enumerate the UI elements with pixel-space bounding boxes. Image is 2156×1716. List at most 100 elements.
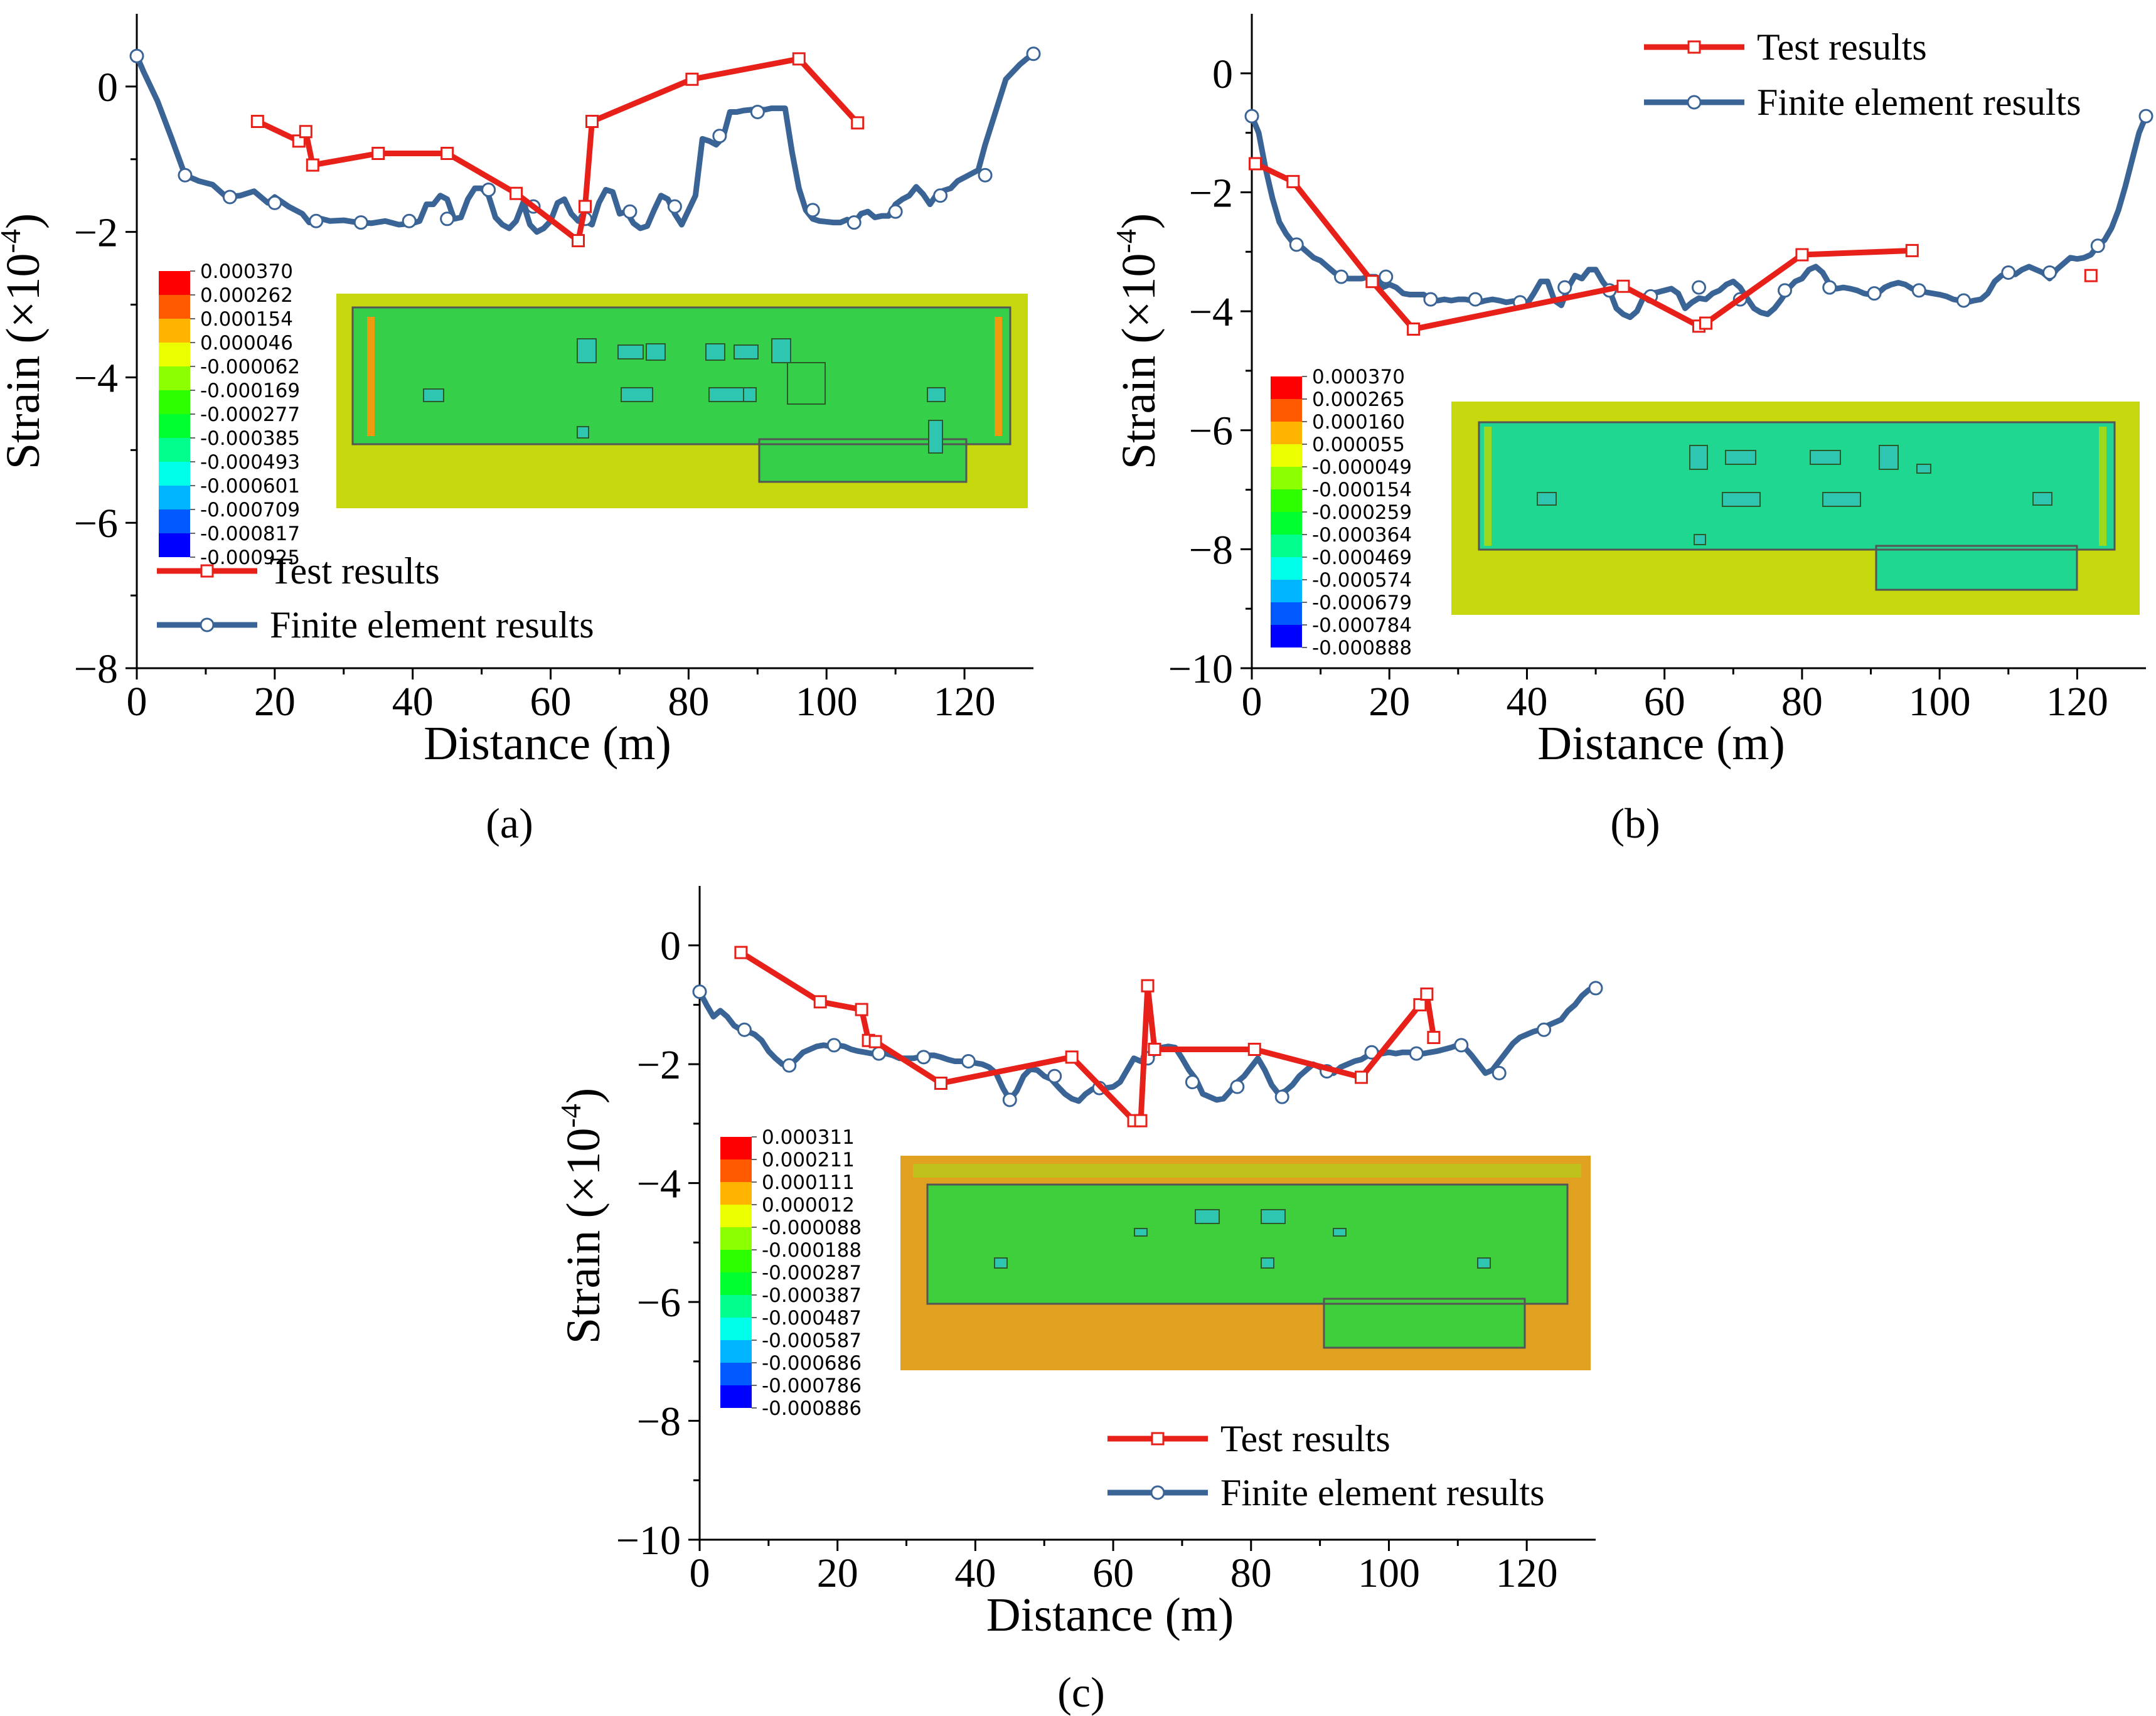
colorbar-value: -0.000469 bbox=[1312, 546, 1412, 569]
test-point bbox=[1148, 1043, 1161, 1056]
fe-point bbox=[1026, 46, 1041, 61]
colorbar-swatch bbox=[1271, 489, 1302, 512]
colorbar-value: -0.000169 bbox=[200, 380, 300, 402]
x-tick-label: 100 bbox=[1909, 679, 1971, 725]
fe-point bbox=[826, 1038, 841, 1053]
colorbar-value: 0.000160 bbox=[1312, 411, 1405, 434]
test-point bbox=[306, 158, 319, 172]
panel-a: 0.0003700.0002620.0001540.000046-0.00006… bbox=[0, 14, 1041, 847]
y-axis-title-exponent: -4 bbox=[0, 229, 26, 253]
fe-point bbox=[1409, 1046, 1424, 1061]
colorbar-value: -0.000587 bbox=[762, 1330, 862, 1352]
y-tick-label: −4 bbox=[1189, 289, 1233, 335]
colorbar-value: -0.000259 bbox=[1312, 501, 1412, 524]
test-point bbox=[868, 1035, 882, 1048]
colorbar-value: 0.000265 bbox=[1312, 388, 1405, 411]
y-axis-title: Strain (×10-4) bbox=[555, 1088, 610, 1344]
colorbar-a: 0.0003700.0002620.0001540.000046-0.00006… bbox=[159, 260, 300, 569]
colorbar-value: 0.000012 bbox=[762, 1194, 855, 1217]
fe-point bbox=[1454, 1038, 1469, 1053]
legend-label-test: Test results bbox=[1220, 1418, 1390, 1459]
fe-series-line bbox=[1249, 115, 2149, 321]
colorbar-swatch bbox=[1271, 422, 1302, 444]
fe-point bbox=[1588, 981, 1603, 996]
fe-point bbox=[1468, 292, 1483, 307]
fe-point bbox=[1911, 283, 1926, 298]
colorbar-value: -0.000277 bbox=[200, 403, 300, 426]
test-point bbox=[734, 946, 748, 959]
x-tick-label: 0 bbox=[690, 1550, 710, 1596]
panel-b: 0.0003700.0002650.0001600.000055-0.00004… bbox=[1110, 14, 2153, 847]
x-axis-title: Distance (m) bbox=[986, 1589, 1234, 1641]
test-point bbox=[1616, 279, 1630, 293]
fe-point bbox=[846, 215, 862, 230]
colorbar-swatch bbox=[159, 414, 190, 438]
legend: Test results Finite element results bbox=[1644, 26, 2081, 123]
colorbar-swatch bbox=[1271, 557, 1302, 580]
colorbar-value: 0.000370 bbox=[1312, 366, 1405, 388]
y-tick-label: −8 bbox=[1189, 527, 1233, 573]
panel-label: (c) bbox=[1057, 1668, 1104, 1716]
fe-point bbox=[2090, 238, 2105, 253]
x-tick-label: 0 bbox=[127, 679, 147, 725]
y-axis-title-close: ) bbox=[1113, 213, 1165, 229]
y-axis-title: Strain (×10-4) bbox=[0, 213, 50, 469]
test-point bbox=[371, 147, 385, 161]
legend-label-fe: Finite element results bbox=[1757, 82, 2081, 123]
colorbar-swatch bbox=[1271, 376, 1302, 399]
fe-point bbox=[1492, 1065, 1507, 1080]
colorbar-swatch bbox=[720, 1272, 752, 1295]
fe-point bbox=[622, 204, 638, 219]
x-tick-label: 120 bbox=[1496, 1550, 1558, 1596]
fe-point bbox=[1537, 1022, 1552, 1037]
fe-point bbox=[402, 213, 417, 228]
test-point bbox=[572, 234, 585, 248]
fe-point bbox=[1230, 1079, 1245, 1094]
colorbar-swatch bbox=[720, 1295, 752, 1318]
colorbar-value: -0.000287 bbox=[762, 1262, 862, 1284]
test-point bbox=[1065, 1050, 1079, 1064]
fe-point bbox=[481, 182, 496, 197]
colorbar-value: -0.000886 bbox=[762, 1397, 862, 1420]
fe-point bbox=[888, 204, 903, 219]
colorbar-swatch bbox=[1271, 512, 1302, 535]
legend: Test results Finite element results bbox=[1107, 1418, 1545, 1513]
test-point bbox=[1247, 1043, 1261, 1056]
colorbar-swatch bbox=[720, 1318, 752, 1340]
fe-point bbox=[1289, 237, 1304, 252]
colorbar-value: -0.000925 bbox=[200, 546, 300, 569]
fe-point bbox=[667, 199, 682, 214]
fe-point bbox=[1822, 280, 1837, 295]
x-tick-label: 20 bbox=[1369, 679, 1410, 725]
x-tick-label: 120 bbox=[934, 679, 996, 725]
colorbar-value: -0.000709 bbox=[200, 499, 300, 521]
colorbar-value: -0.000062 bbox=[200, 356, 300, 378]
colorbar-b: 0.0003700.0002650.0001600.000055-0.00004… bbox=[1271, 366, 1412, 659]
x-tick-label: 60 bbox=[1644, 679, 1685, 725]
colorbar-swatch bbox=[159, 343, 190, 366]
test-point bbox=[1699, 316, 1712, 330]
legend-marker-test bbox=[1151, 1432, 1165, 1446]
fe-point bbox=[309, 213, 324, 228]
colorbar-swatch bbox=[159, 486, 190, 509]
y-tick-label: −4 bbox=[74, 355, 118, 401]
x-tick-label: 80 bbox=[1230, 1550, 1272, 1596]
colorbar-value: -0.000154 bbox=[1312, 479, 1412, 501]
y-tick-label: −8 bbox=[74, 646, 118, 692]
colorbar-swatch bbox=[159, 271, 190, 295]
test-point bbox=[1795, 248, 1809, 262]
colorbar-swatch bbox=[720, 1159, 752, 1182]
y-axis-title-main: Strain (×10 bbox=[0, 253, 50, 469]
fe-point bbox=[1047, 1069, 1062, 1084]
x-tick-label: 40 bbox=[954, 1550, 996, 1596]
legend-marker-test bbox=[200, 564, 214, 578]
colorbar-value: 0.000262 bbox=[200, 284, 293, 307]
fe-point bbox=[692, 984, 707, 999]
colorbar-swatch bbox=[1271, 580, 1302, 602]
x-tick-label: 80 bbox=[668, 679, 709, 725]
colorbar-value: -0.000188 bbox=[762, 1239, 862, 1262]
y-axis-title: Strain (×10-4) bbox=[1110, 213, 1165, 469]
test-point bbox=[299, 125, 312, 139]
y-tick-label: −10 bbox=[1168, 646, 1233, 692]
